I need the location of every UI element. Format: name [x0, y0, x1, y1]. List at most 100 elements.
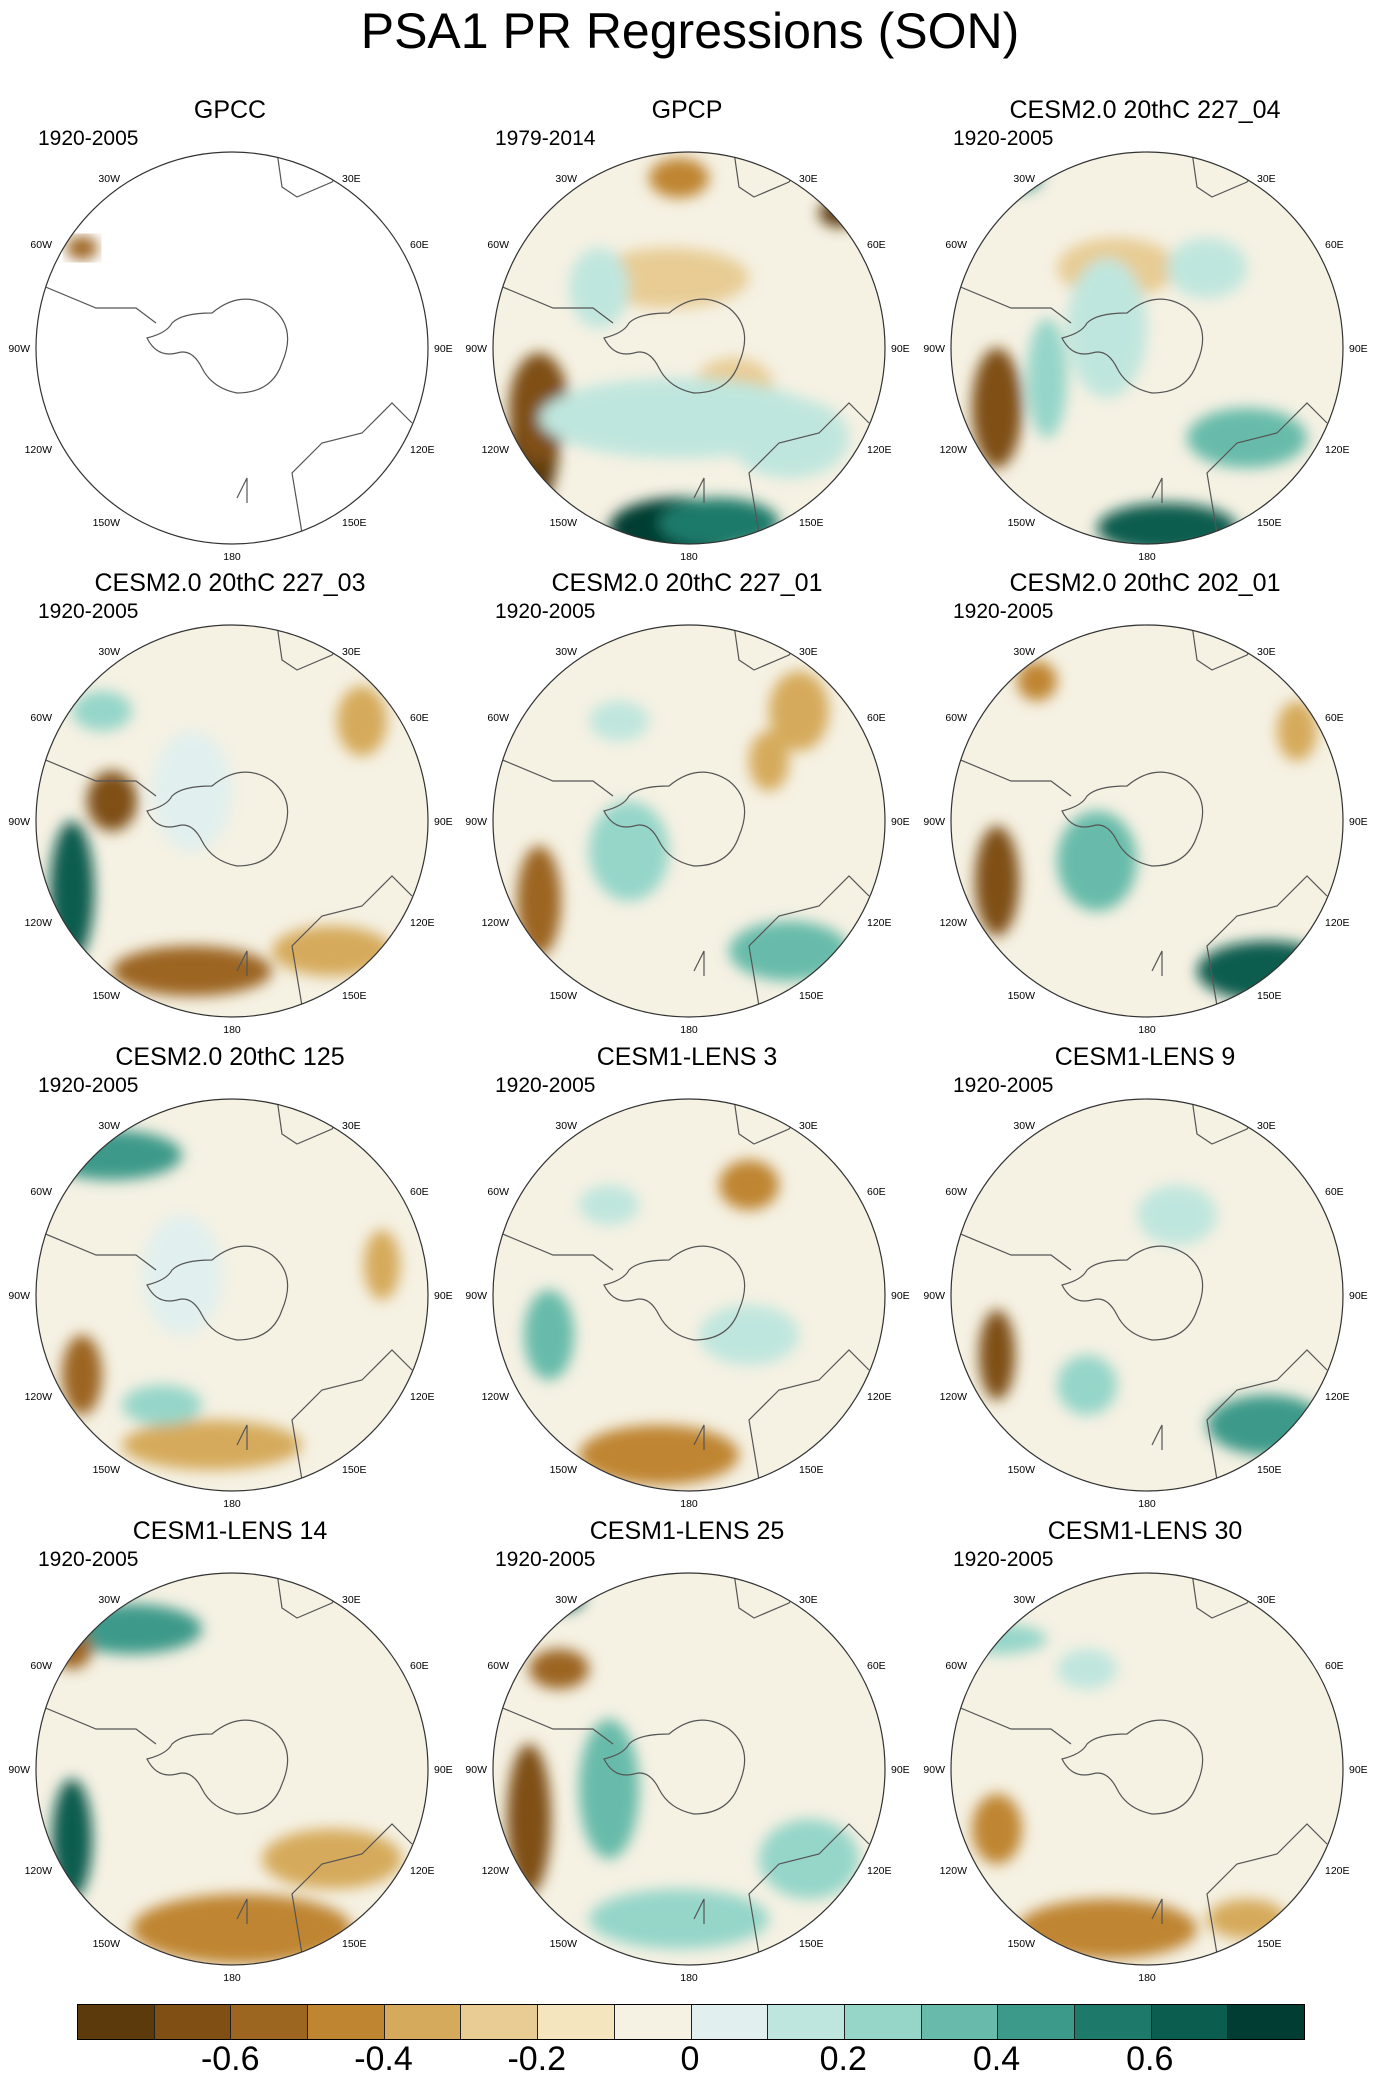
longitude-label: 30E: [342, 646, 361, 658]
anomaly-region: [50, 821, 94, 961]
polar-map: 0 30E 60E 90E 120E 150E 180 150W 120W 90W 60W 30W: [923, 1094, 1367, 1510]
anomaly-region: [122, 1420, 302, 1470]
longitude-label: 150E: [1257, 990, 1282, 1002]
map-boundary: [950, 624, 1344, 1018]
longitude-label: 120W: [25, 1865, 53, 1877]
longitude-label: 150W: [1008, 990, 1036, 1002]
south-america-coastline: [493, 1703, 614, 1745]
anomaly-region: [1167, 238, 1247, 298]
longitude-label: 60E: [410, 712, 429, 724]
anomaly-region: [979, 1310, 1015, 1400]
longitude-label: 0: [686, 620, 692, 622]
longitude-label: 30W: [555, 173, 577, 185]
colorbar-swatch: [154, 2005, 232, 2039]
figure-title: PSA1 PR Regressions (SON): [360, 3, 1020, 59]
new-zealand-coastline: [693, 1898, 705, 1924]
longitude-label: 90E: [1349, 343, 1368, 355]
anomaly-region: [272, 926, 392, 976]
panel-title: GPCP: [651, 96, 723, 124]
anomaly-region: [52, 1779, 92, 1899]
longitude-label: 0: [686, 147, 692, 149]
longitude-label: 60W: [30, 1186, 52, 1198]
longitude-label: 150W: [550, 1938, 578, 1950]
longitude-label: 120E: [1325, 1865, 1350, 1877]
colorbar-swatch: [921, 2005, 999, 2039]
south-america-coastline: [951, 1229, 1072, 1271]
colorbar-tick-label: 0.4: [972, 2040, 1021, 2078]
anomaly-region: [589, 248, 749, 308]
panel-period: 1920-2005: [38, 600, 139, 623]
new-zealand-coastline: [1151, 477, 1163, 503]
anomaly-region: [579, 1185, 639, 1225]
anomaly-region: [951, 1624, 1047, 1654]
longitude-label: 60W: [945, 712, 967, 724]
polar-map: 0 30E 60E 90E 120E 150E 180 150W 120W 90W 60W 30W: [465, 620, 910, 1036]
panel-period: 1920-2005: [953, 1074, 1054, 1097]
map-boundary: [950, 151, 1344, 545]
south-america-coastline: [493, 755, 614, 797]
south-america-coastline: [493, 282, 614, 324]
polar-map: 0 30E 60E 90E 120E 150E 180 150W 120W 90W 60W 30W: [465, 1568, 909, 1984]
longitude-label: 30W: [555, 1120, 577, 1132]
south-america-coastline: [951, 282, 1072, 324]
new-zealand-coastline: [236, 1898, 248, 1924]
longitude-label: 120W: [25, 917, 53, 929]
panel-period: 1920-2005: [38, 127, 139, 150]
anomaly-region: [1207, 1899, 1287, 1939]
anomaly-region: [52, 1629, 92, 1669]
colorbar-swatch: [231, 2005, 309, 2039]
anomaly-region: [972, 1794, 1022, 1864]
anomaly-region: [517, 846, 561, 956]
anomaly-region: [132, 1894, 352, 1964]
antarctica-coastline: [146, 1719, 289, 1815]
longitude-label: 90W: [8, 1764, 30, 1776]
map-background: [951, 152, 1343, 544]
australia-coastline: [748, 1823, 870, 1955]
longitude-label: 120E: [867, 444, 892, 456]
panel-period: 1920-2005: [38, 1548, 139, 1571]
colorbar-swatch: [844, 2005, 922, 2039]
longitude-label: 150E: [799, 517, 824, 529]
anomaly-region: [589, 701, 649, 741]
longitude-label: 0: [229, 147, 235, 149]
longitude-label: 90W: [923, 1290, 945, 1302]
longitude-label: 0: [1144, 1568, 1150, 1570]
anomaly-region: [972, 348, 1022, 468]
longitude-label: 150E: [799, 1938, 824, 1950]
australia-coastline: [291, 402, 413, 534]
longitude-label: 150E: [342, 1464, 367, 1476]
panel-period: 1920-2005: [953, 1548, 1054, 1571]
anomaly-region: [72, 691, 132, 731]
longitude-label: 120E: [410, 917, 435, 929]
anomaly-region: [759, 1819, 859, 1899]
panel-title: CESM1-LENS 25: [589, 1517, 785, 1545]
longitude-label: 120E: [410, 1865, 435, 1877]
longitude-label: 180: [1138, 1024, 1156, 1036]
longitude-label: 60E: [1325, 1660, 1344, 1672]
map-background: [36, 152, 428, 544]
colorbar-labels: -0.6 -0.4 -0.2 0 0.2 0.4 0.6: [77, 2040, 1303, 2082]
anomaly-region: [112, 946, 272, 996]
longitude-label: 0: [686, 1094, 692, 1096]
map-panel: CESM2.0 20thC 227_04 1920-2005 0 30E 60E 90E 1…: [915, 95, 1375, 570]
anomaly-region: [142, 1215, 222, 1335]
longitude-label: 30W: [555, 1594, 577, 1606]
map-background: [951, 1099, 1343, 1491]
map-panel: GPCC 1920-2005 0 30E 60E 90E 120E 150E 180 150W 12…: [0, 95, 460, 570]
longitude-label: 120E: [867, 1865, 892, 1877]
longitude-label: 90E: [891, 816, 910, 828]
panel-title: CESM1-LENS 9: [1054, 1043, 1236, 1071]
antarctica-coastline: [1061, 1245, 1204, 1341]
longitude-label: 60W: [945, 239, 967, 251]
polar-map: 0 30E 60E 90E 120E 150E 180 150W 120W 90W 60W 30W: [8, 147, 452, 563]
anomaly-region: [975, 826, 1019, 936]
longitude-label: 60E: [867, 1186, 886, 1198]
antarctica-coastline: [603, 1719, 746, 1815]
anomaly-region: [769, 671, 829, 751]
antarctica-coastline: [1061, 771, 1204, 867]
anomaly-region: [589, 801, 669, 901]
longitude-label: 120W: [940, 1391, 968, 1403]
antarctica-coastline: [146, 1245, 289, 1341]
longitude-label: 120W: [25, 1391, 53, 1403]
longitude-label: 150W: [93, 1464, 121, 1476]
